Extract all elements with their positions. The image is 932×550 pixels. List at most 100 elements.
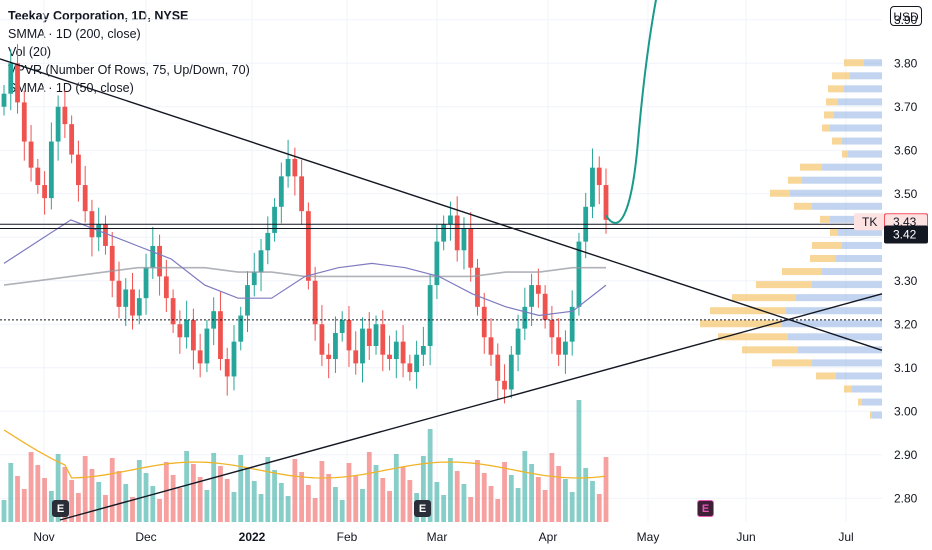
candle-body [123, 289, 129, 307]
volume-bar [15, 476, 20, 522]
y-tick-label: 2.80 [894, 491, 918, 505]
vpvr-up-bar [834, 111, 882, 119]
candle-body [150, 245, 156, 268]
volume-bar [238, 455, 244, 522]
candle-body [387, 354, 392, 360]
y-tick-label: 3.50 [894, 187, 918, 201]
candle-body [427, 285, 433, 346]
earnings-event-marker[interactable]: E [697, 500, 714, 517]
volume-bar [28, 452, 34, 522]
volume-bar [583, 468, 589, 522]
current-price-badge-bg [884, 225, 928, 244]
indicator-volume[interactable]: Vol (20) [8, 45, 52, 59]
candle-body [157, 245, 162, 277]
x-tick-label: Feb [337, 530, 358, 544]
candle-body [103, 224, 108, 246]
volume-bar [563, 479, 568, 522]
vpvr-down-bar [816, 372, 836, 380]
vpvr-down-bar [718, 333, 788, 341]
volume-bar [556, 466, 562, 522]
candle-body [292, 158, 298, 177]
candle-body [346, 319, 352, 351]
vpvr-down-bar [800, 163, 822, 171]
vpvr-up-bar [812, 281, 882, 289]
vpvr-down-bar [824, 111, 834, 119]
y-axis[interactable]: 3.90 3.80 3.70 3.60 3.50 3.30 3.20 3.10 3.00 2.90… [894, 13, 918, 506]
volume-bar [231, 492, 237, 522]
volume-bar [339, 500, 345, 522]
earnings-event-marker[interactable]: E [414, 500, 431, 517]
indicator-smma50[interactable]: SMMA · 1D (50, close) [8, 81, 134, 95]
volume-bar [218, 466, 223, 522]
candle-body [319, 324, 325, 355]
indicator-vpvr[interactable]: VPVR (Number Of Rows, 75, Up/Down, 70) [8, 63, 250, 77]
current-price-badge: 3.42 [893, 228, 917, 242]
volume-bar [204, 490, 210, 522]
volume-bar [76, 493, 81, 522]
currency-button[interactable]: USD [890, 6, 922, 26]
vpvr-up-bar [802, 176, 882, 184]
candle-body [245, 285, 250, 316]
vpvr-up-bar [850, 72, 882, 80]
candle-body [143, 267, 149, 299]
vpvr-down-bar [842, 150, 848, 158]
volume-bar [590, 481, 595, 522]
candle-body [28, 141, 34, 168]
volume-bar [475, 460, 480, 522]
vpvr-up-bar [812, 202, 882, 210]
volume-bar [400, 467, 406, 522]
candle-body [448, 215, 453, 225]
x-axis[interactable]: Nov Dec 2022 Feb Mar Apr May Jun Jul [33, 530, 853, 544]
y-tick-label: 3.30 [894, 274, 918, 288]
candle-body [197, 350, 203, 364]
candle-body [488, 337, 494, 355]
vpvr-down-bar [844, 385, 852, 393]
vpvr-down-bar [742, 346, 798, 354]
vpvr-down-bar [782, 268, 822, 276]
volume-bar [69, 480, 75, 522]
vpvr-down-bar [844, 59, 864, 67]
x-tick-label: Nov [33, 530, 54, 544]
volume-bar [481, 473, 487, 522]
volume-bar [508, 475, 514, 522]
vpvr-down-bar [794, 202, 812, 210]
vpvr-down-bar [788, 176, 802, 184]
candle-body [542, 293, 548, 320]
candle-body [515, 328, 521, 355]
vpvr-up-bar [836, 255, 882, 262]
candle-body [15, 63, 20, 103]
volume-bar [326, 474, 332, 522]
volume-bar [190, 464, 196, 522]
vpvr-up-bar [848, 150, 882, 158]
volume-bar [292, 459, 298, 522]
vpvr-down-bar [830, 228, 838, 236]
earnings-event-marker[interactable]: E [52, 500, 69, 517]
volume-bar [366, 452, 372, 522]
candle-body [251, 272, 257, 286]
vpvr-up-bar [822, 163, 882, 171]
candle-body [569, 306, 575, 342]
candle-body [360, 328, 365, 364]
candle-body [522, 306, 528, 329]
vpvr-up-bar [830, 124, 882, 132]
vpvr-up-bar [844, 85, 882, 93]
volume-bar [380, 478, 386, 522]
vpvr-up-bar [782, 320, 882, 328]
volume-bar [502, 462, 507, 522]
x-tick-label: Jul [838, 530, 853, 544]
candle-body [48, 141, 54, 199]
volume-bar [103, 495, 108, 522]
volume-bar [346, 463, 352, 522]
volume-bar [420, 456, 426, 522]
candle-body [576, 241, 582, 307]
candle-body [272, 206, 277, 233]
volume-bar [549, 453, 555, 522]
vpvr-up-bar [838, 228, 882, 236]
vpvr-down-bar [756, 281, 812, 289]
candle-body [35, 167, 41, 186]
volume-bar [130, 497, 135, 522]
candle-body [333, 332, 338, 360]
indicator-smma200[interactable]: SMMA · 1D (200, close) [8, 27, 141, 41]
y-tick-label: 3.70 [894, 100, 918, 114]
